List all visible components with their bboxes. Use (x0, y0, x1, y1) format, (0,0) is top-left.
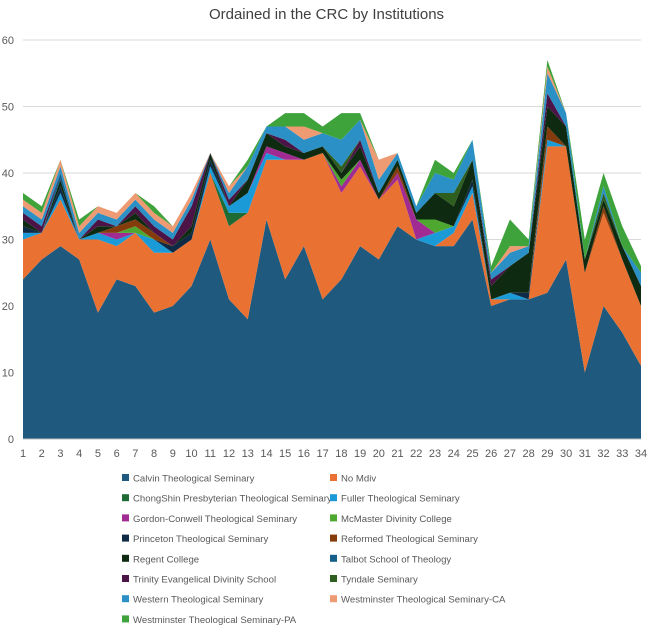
legend-label: Regent College (133, 554, 199, 565)
y-tick-label: 40 (2, 168, 14, 180)
x-tick-label: 31 (579, 448, 591, 460)
y-tick-label: 50 (2, 102, 14, 114)
x-tick-label: 17 (317, 448, 329, 460)
legend-swatch (122, 514, 129, 522)
x-tick-label: 14 (260, 448, 272, 460)
legend-label: Westminster Theological Seminary-PA (133, 615, 297, 626)
x-tick-label: 23 (429, 448, 441, 460)
legend-label: Princeton Theological Seminary (133, 534, 268, 545)
x-tick-label: 29 (541, 448, 553, 460)
x-tick-label: 1 (20, 448, 26, 460)
x-tick-label: 10 (185, 448, 197, 460)
x-tick-label: 7 (132, 448, 138, 460)
y-tick-label: 20 (2, 301, 14, 313)
x-tick-label: 19 (354, 448, 366, 460)
legend-swatch (122, 534, 129, 542)
x-tick-label: 26 (485, 448, 497, 460)
x-tick-label: 15 (279, 448, 291, 460)
x-tick-label: 6 (114, 448, 120, 460)
legend-label: Tyndale Seminary (341, 575, 418, 586)
y-tick-label: 0 (8, 434, 14, 446)
legend-label: Fuller Theological Seminary (341, 494, 460, 505)
area-trinity-evangelical-divinity-school (23, 93, 641, 287)
legend-label: McMaster Divinity College (341, 514, 452, 525)
x-tick-label: 4 (76, 448, 82, 460)
x-tick-label: 30 (560, 448, 572, 460)
legend-label: Calvin Theological Seminary (133, 474, 255, 485)
x-tick-label: 22 (410, 448, 422, 460)
legend-label: Trinity Evangelical Divinity School (133, 575, 276, 586)
area-regent-college (23, 106, 641, 306)
x-tick-label: 34 (635, 448, 647, 460)
legend-label: Talbot School of Theology (341, 554, 451, 565)
legend-swatch (122, 474, 129, 481)
x-tick-label: 3 (57, 448, 63, 460)
legend-swatch (122, 615, 129, 623)
area-gordon-conwell-theological-seminary (23, 139, 641, 306)
x-tick-label: 21 (391, 448, 403, 460)
x-tick-label: 27 (504, 448, 516, 460)
legend-label: Gordon-Conwell Theological Seminary (133, 514, 297, 525)
legend-swatch (330, 595, 337, 603)
area-calvin-theological-seminary (23, 219, 641, 439)
area-series (23, 59, 641, 439)
area-westminster-theological-seminary-ca (23, 66, 641, 273)
legend-label: ChongShin Presbyterian Theological Semin… (133, 494, 332, 505)
x-tick-label: 13 (242, 448, 254, 460)
y-tick-label: 10 (2, 368, 14, 380)
legend-label: Westminster Theological Seminary-CA (341, 595, 506, 606)
x-tick-label: 12 (223, 448, 235, 460)
legend-swatch (122, 554, 129, 562)
chart-title: Ordained in the CRC by Institutions (208, 6, 445, 23)
y-tick-label: 30 (2, 235, 14, 247)
y-tick-label: 60 (2, 35, 14, 47)
legend-swatch (330, 534, 337, 542)
legend-swatch (330, 554, 337, 562)
x-tick-label: 20 (373, 448, 385, 460)
legend-label: Reformed Theological Seminary (341, 534, 478, 545)
x-tick-label: 33 (616, 448, 628, 460)
x-tick-label: 24 (448, 448, 460, 460)
x-tick-label: 2 (39, 448, 45, 460)
x-tick-label: 32 (597, 448, 609, 460)
x-tick-label: 8 (151, 448, 157, 460)
area-no-mdiv (23, 146, 641, 373)
x-tick-label: 5 (95, 448, 101, 460)
x-tick-label: 11 (205, 448, 216, 460)
legend-swatch (330, 474, 337, 481)
x-tick-label: 28 (523, 448, 535, 460)
legend-label: No Mdiv (341, 474, 376, 485)
legend-swatch (330, 494, 337, 502)
legend: Calvin Theological Seminary No Mdiv ChongS… (122, 474, 506, 626)
legend-label: Western Theological Seminary (133, 595, 263, 606)
legend-swatch (122, 494, 129, 502)
x-tick-label: 18 (335, 448, 347, 460)
x-tick-label: 16 (298, 448, 310, 460)
legend-swatch (122, 595, 129, 603)
legend-swatch (330, 575, 337, 582)
x-tick-label: 25 (466, 448, 478, 460)
legend-swatch (122, 575, 129, 582)
legend-swatch (330, 514, 337, 522)
x-tick-label: 9 (170, 448, 176, 460)
